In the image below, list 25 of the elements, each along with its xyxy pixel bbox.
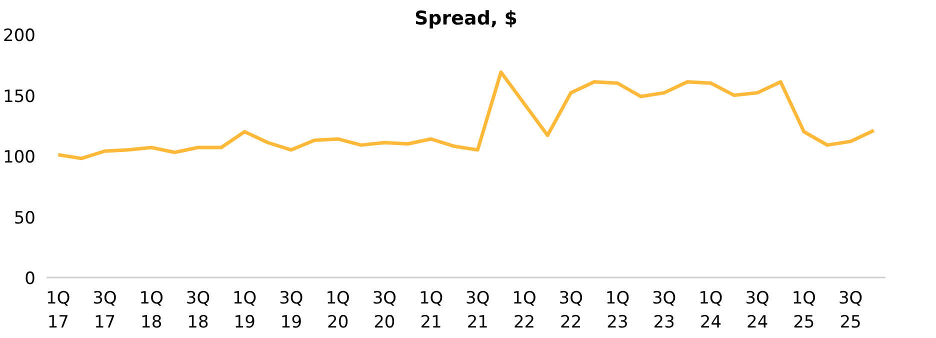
- x-tick-label: 3Q 21: [466, 288, 490, 332]
- y-tick-label: 200: [3, 26, 36, 46]
- x-tick-label: 3Q 19: [279, 288, 304, 332]
- x-tick-label: 1Q 18: [139, 288, 164, 332]
- x-tick-label: 1Q 23: [605, 288, 630, 332]
- x-tick-label: 1Q 24: [698, 288, 723, 332]
- x-tick-label: 3Q 17: [92, 288, 117, 332]
- x-tick-label: 1Q 17: [46, 288, 70, 332]
- x-tick-label: 3Q 20: [372, 288, 397, 332]
- x-tick-label: 3Q 22: [558, 288, 583, 332]
- x-tick-label: 1Q 21: [418, 288, 444, 332]
- y-tick-label: 100: [3, 148, 36, 168]
- x-tick-label: 1Q 20: [326, 288, 350, 332]
- x-tick-label: 3Q 25: [838, 288, 863, 332]
- y-tick-label: 50: [14, 208, 36, 228]
- line-series: [56, 70, 876, 160]
- x-tick-label: 3Q 18: [186, 288, 210, 332]
- y-tick-label: 0: [24, 269, 36, 289]
- x-tick-label: 1Q 22: [512, 288, 536, 332]
- x-tick-label: 1Q 19: [232, 288, 257, 332]
- y-tick-label: 150: [3, 86, 36, 107]
- x-tick-label: 3Q 24: [745, 288, 770, 332]
- x-tick-label: 1Q 25: [792, 288, 816, 332]
- chart-title: Spread, $: [414, 8, 518, 30]
- x-tick-label: 3Q 23: [652, 288, 676, 332]
